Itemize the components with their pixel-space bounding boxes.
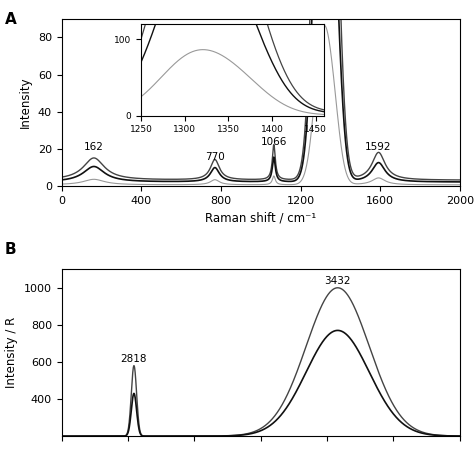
Y-axis label: Intensity / R: Intensity / R xyxy=(5,317,18,388)
Text: 3432: 3432 xyxy=(324,276,351,286)
X-axis label: Raman shift / cm⁻¹: Raman shift / cm⁻¹ xyxy=(205,211,316,224)
Text: B: B xyxy=(5,242,17,257)
Text: 162: 162 xyxy=(84,143,104,153)
Text: 2818: 2818 xyxy=(121,354,147,364)
Text: 1066: 1066 xyxy=(261,137,287,147)
Text: A: A xyxy=(5,12,17,27)
Text: 770: 770 xyxy=(205,152,225,162)
Text: 1592: 1592 xyxy=(365,143,392,153)
Y-axis label: Intensity: Intensity xyxy=(19,77,32,128)
